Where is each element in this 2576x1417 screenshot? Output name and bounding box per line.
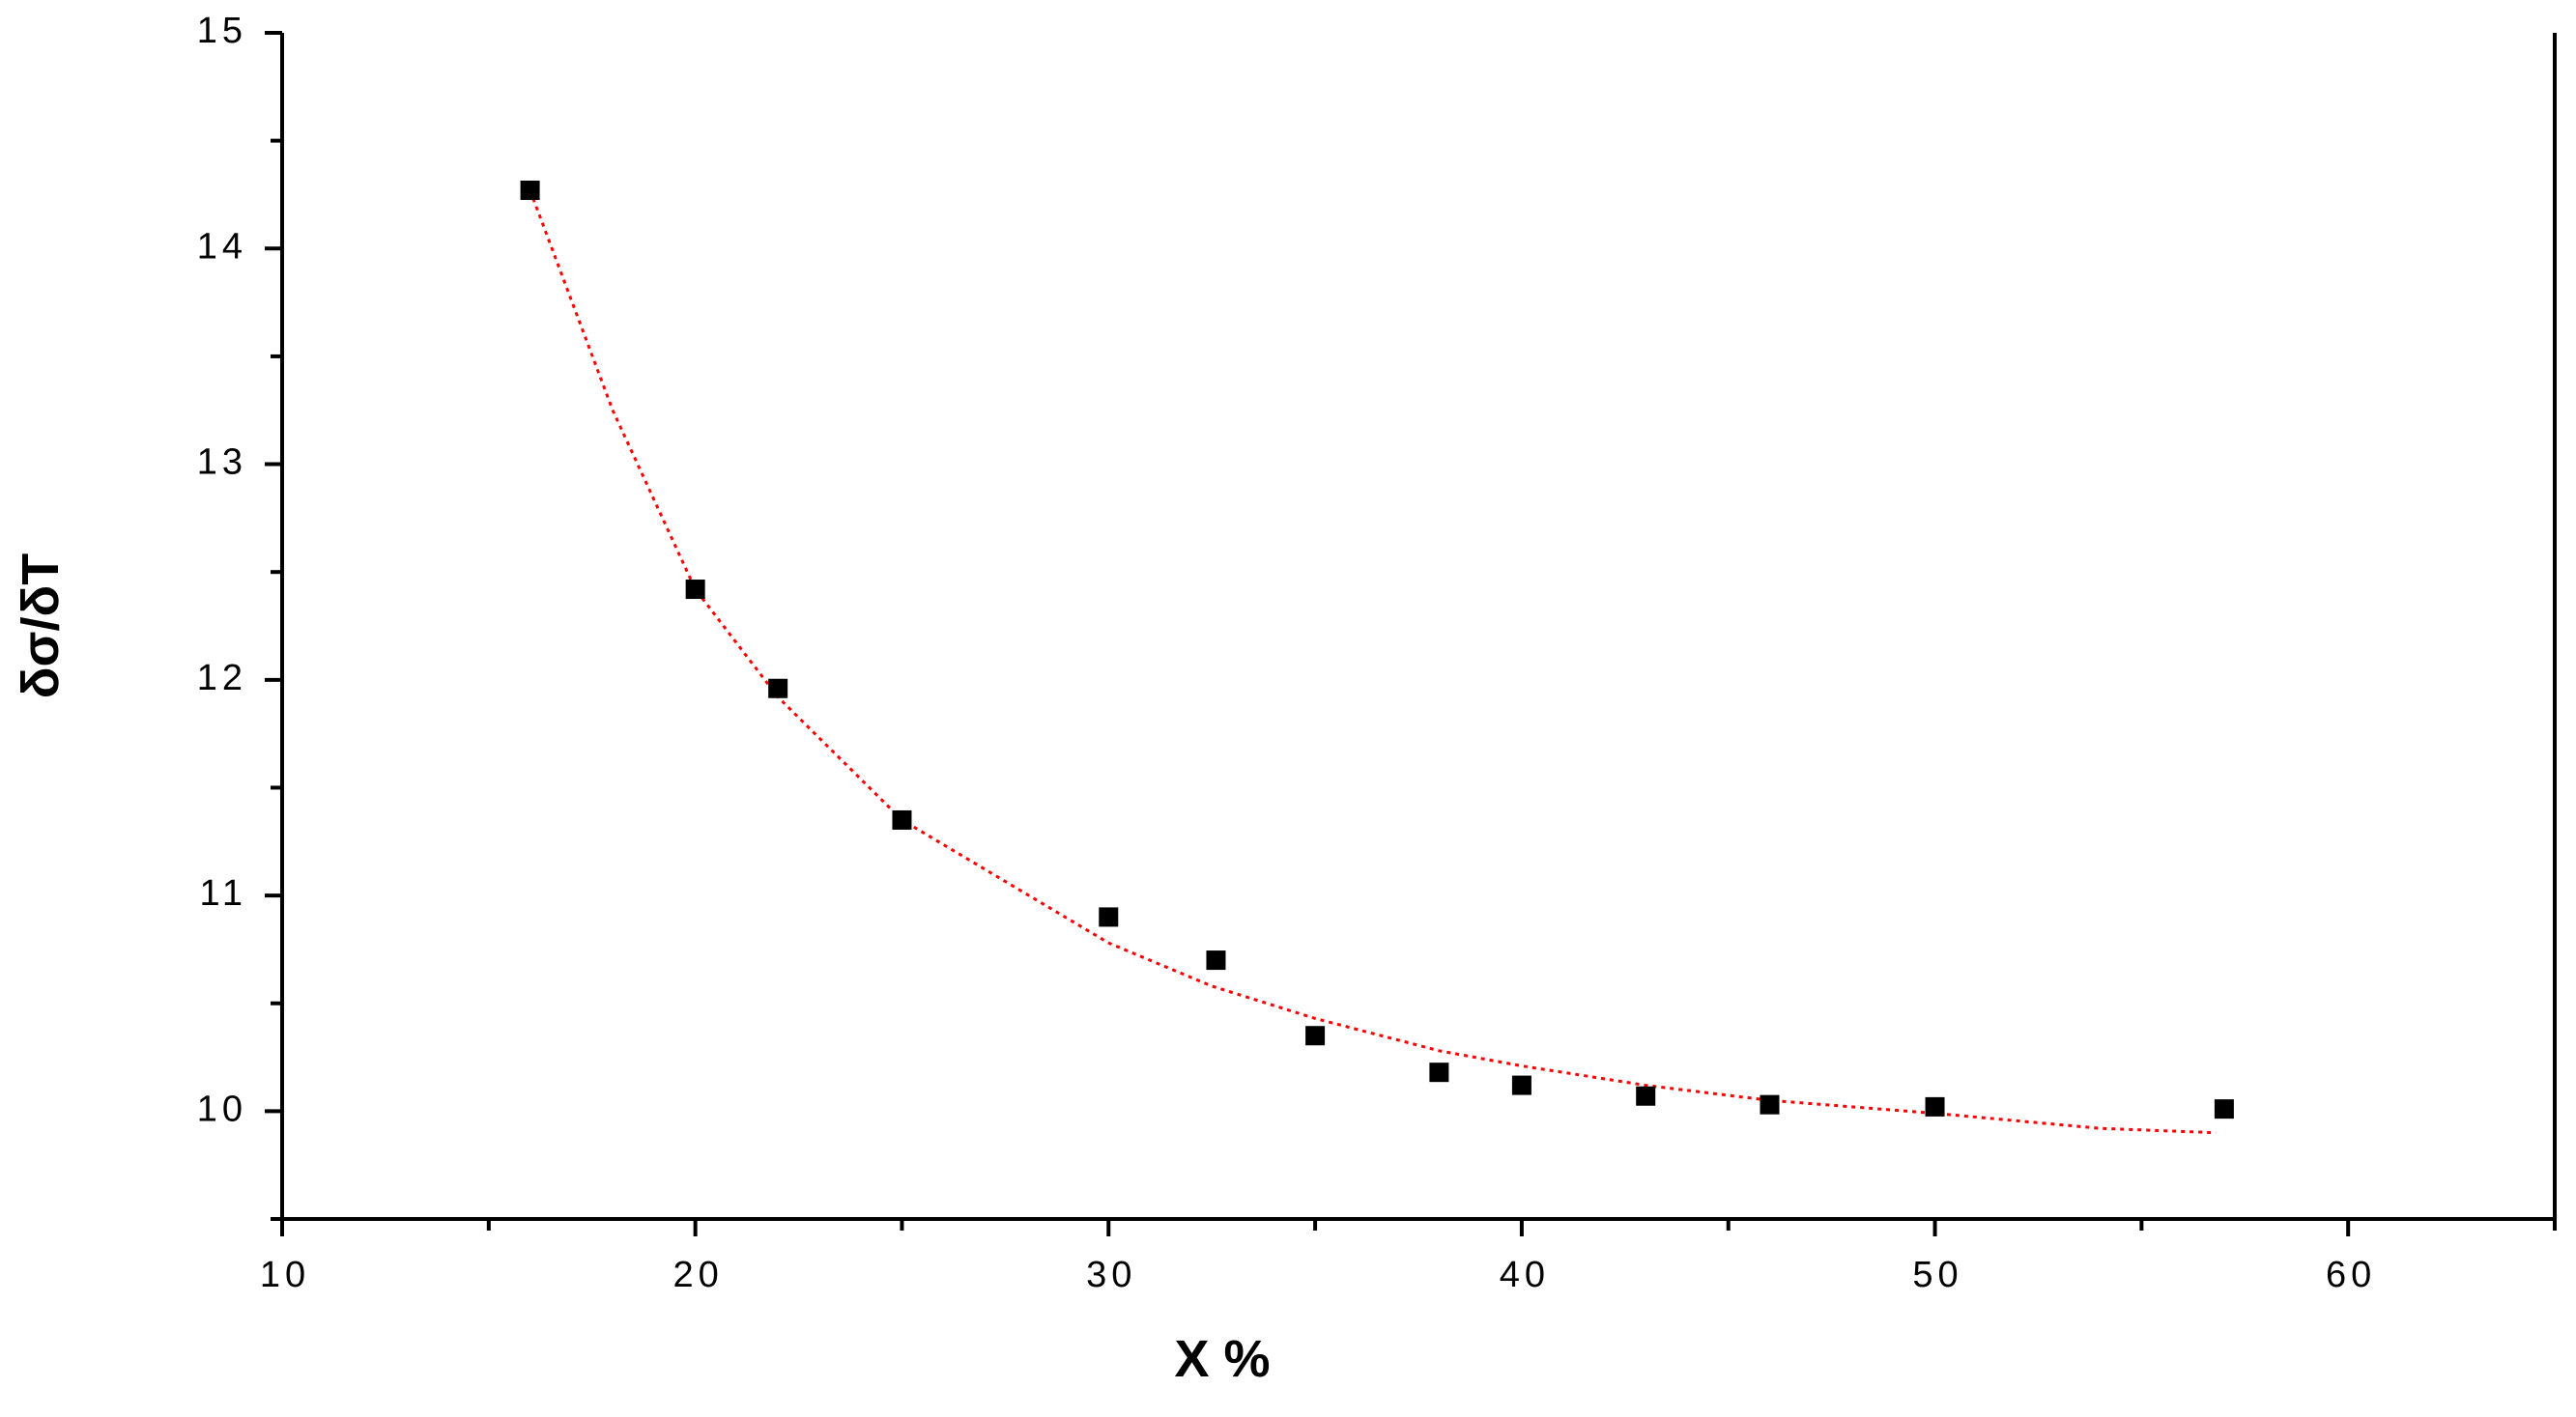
point: [1511, 1075, 1531, 1095]
point: [1206, 950, 1226, 971]
point: [520, 180, 540, 200]
point: [1305, 1026, 1326, 1046]
y-tick-label: 14: [197, 226, 247, 267]
fit-line: [529, 189, 2217, 1135]
y-tick-label: 12: [197, 658, 247, 698]
point: [1925, 1096, 1945, 1117]
y-axis-title: δσ/δT: [12, 553, 70, 698]
point: [2214, 1099, 2234, 1119]
point: [1429, 1063, 1449, 1083]
x-tick-label: 40: [1500, 1255, 1550, 1295]
point: [1636, 1086, 1656, 1106]
x-tick-label: 20: [673, 1255, 723, 1295]
x-axis-title: X %: [1174, 1330, 1270, 1388]
x-tick-label: 50: [1912, 1255, 1962, 1295]
point: [768, 678, 788, 698]
x-tick-label: 30: [1086, 1255, 1136, 1295]
x-tick-label: 60: [2326, 1255, 2376, 1295]
y-tick-label: 13: [197, 442, 247, 483]
point: [685, 580, 705, 600]
y-tick-label: 11: [200, 873, 247, 914]
x-tick-label: 10: [260, 1255, 310, 1295]
point: [892, 809, 912, 830]
point: [1760, 1094, 1780, 1115]
y-tick-label: 10: [197, 1089, 247, 1129]
point: [1099, 907, 1119, 927]
y-tick-label: 15: [197, 11, 247, 51]
